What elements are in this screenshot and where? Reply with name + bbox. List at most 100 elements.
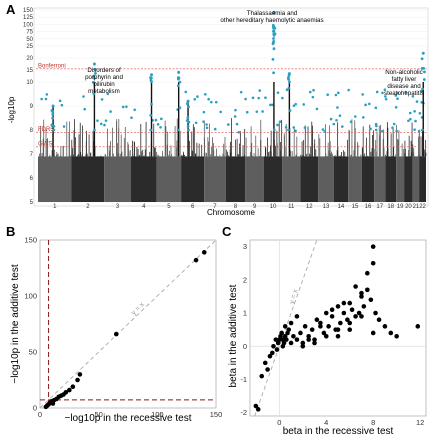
manhattan-x-tick-label: 6 [191,204,195,210]
plot-c-point [300,343,306,349]
significant-snp-point [235,122,239,126]
panel-letter-b: B [6,224,15,239]
peak-snp-point [272,37,275,40]
plot-c-point [294,314,300,319]
chromosome-10-snp-band [263,156,283,202]
plot-c-x-tick-label: 0 [277,418,281,427]
chromosome-1-snp-band [38,156,72,202]
plot-c-point [359,290,364,296]
plot-c-point [341,310,347,316]
significant-snp-point [58,99,62,103]
manhattan-y-tick-label: 15 [26,68,33,74]
manhattan-plot-frame [33,7,429,207]
peak-top-point [51,104,55,108]
manhattan-x-tick-label: 15 [352,204,359,210]
peak-snp-point [272,29,276,33]
plot-c-point [267,353,273,359]
plot-c-point [415,324,421,329]
manhattan-x-tick-label: 13 [323,204,330,210]
chromosome-8-snp-band [225,156,246,202]
significant-snp-point [204,93,207,96]
significant-snp-point [285,88,289,92]
manhattan-y-axis-label: -log10p [7,96,16,123]
significant-snp-point [392,122,396,126]
plot-b-point [70,384,76,390]
plot-c-point [341,300,347,306]
significant-snp-point [159,125,162,129]
significant-snp-point [121,105,125,109]
significant-snp-point [292,126,296,129]
plot-c-x-axis-label: beta in the recessive test [283,426,394,437]
peak-snp-point [92,74,96,78]
peak-snp-point [149,128,153,132]
plot-c-point [359,314,364,319]
manhattan-x-tick-label: 2 [86,204,90,210]
chromosome-15-snp-band [348,156,362,202]
plot-b-x-tick-label: 150 [210,410,223,419]
significant-snp-point [281,96,284,100]
manhattan-y-tick-label: 9 [30,104,34,110]
peak-snp-point [149,113,153,117]
plot-c-point [291,334,296,339]
significant-snp-point [337,91,340,95]
annotation-label: Thalassaemia and [247,10,298,17]
plot-c-x-tick-label: 8 [371,418,375,427]
plot-c-y-tick-label: -1 [240,375,247,384]
significant-snp-point [130,116,133,120]
significant-snp-point [381,91,384,95]
significant-snp-point [384,95,387,98]
plot-c-point [262,360,268,366]
peak-snp-point [187,128,190,132]
plot-c-point [356,310,362,316]
annotation-label: other hereditary haemolytic anaemias [220,17,323,24]
significant-snp-point [257,96,261,100]
significant-snp-point [413,109,416,113]
plot-c-point [302,324,308,329]
manhattan-x-tick-label: 7 [213,204,217,210]
manhattan-x-axis-label: Chromosome [207,208,256,217]
peak-snp-point [178,80,182,84]
peak-snp-point [271,57,275,61]
significant-snp-point [329,117,333,121]
manhattan-x-tick-label: 4 [142,204,146,210]
manhattan-x-tick-label: 8 [234,204,238,210]
plot-b-x-tick-label: 100 [151,410,164,419]
chromosome-17-snp-band [374,156,386,202]
significant-snp-point [374,128,378,132]
significant-snp-point [414,119,417,123]
plot-c-point [329,307,335,313]
significant-snp-point [193,97,197,101]
peak-top-point [421,51,425,55]
manhattan-x-tick-label: 3 [116,204,120,210]
peak-top-point [150,73,154,77]
plot-c-point [335,304,341,309]
plot-b-point [193,257,199,263]
significant-snp-point [233,115,237,118]
significant-snp-point [417,129,421,133]
peak-snp-point [150,102,153,106]
significant-snp-point [394,106,398,109]
panel-letter-a: A [6,2,16,17]
significant-snp-point [336,106,339,109]
significant-snp-point [258,89,262,92]
chromosome-19-snp-band [396,156,405,202]
manhattan-x-tick-label: 18 [387,204,394,210]
manhattan-y-tick-label: 10 [26,80,33,86]
plot-c-point [255,407,261,412]
significant-snp-point [99,122,103,126]
peak-snp-point [272,25,276,29]
plot-c-point [349,307,355,313]
significant-snp-point [334,93,338,97]
peak-snp-point [51,113,55,116]
peak-snp-point [94,72,97,75]
peak-snp-point [420,57,424,61]
significant-snp-point [44,97,48,101]
manhattan-x-tick-label: 12 [306,204,313,210]
plot-c-y-tick-label: 1 [243,309,247,318]
plot-c-point [271,343,276,349]
significant-snp-point [396,97,399,101]
significant-snp-point [420,101,423,104]
plot-c-point [370,260,376,266]
